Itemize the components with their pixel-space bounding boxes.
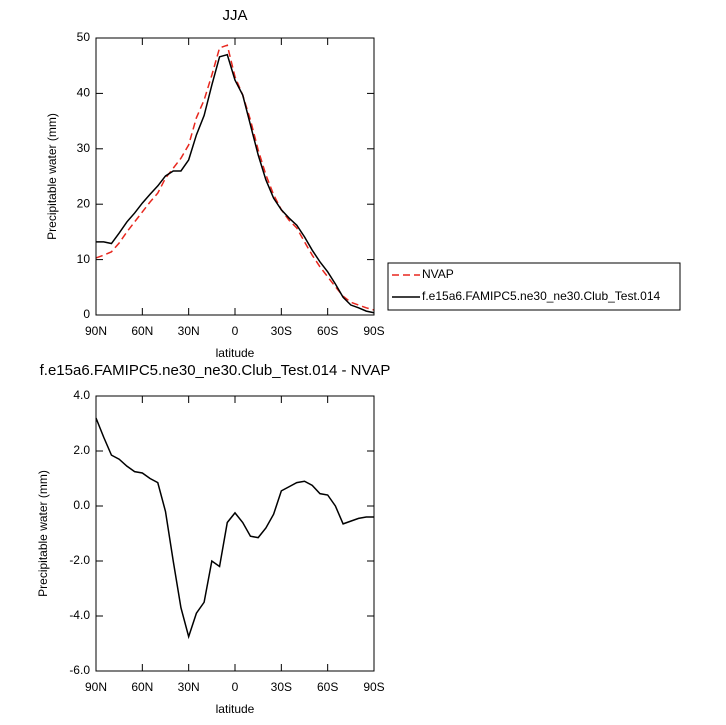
y-axis-label: Precipitable water (mm) (45, 113, 59, 240)
x-tick-label: 30S (271, 680, 292, 694)
chart-title: f.e15a6.FAMIPC5.ne30_ne30.Club_Test.014 … (40, 362, 391, 379)
x-tick-label: 60N (131, 680, 153, 694)
x-tick-label: 60N (131, 324, 153, 338)
y-tick-label: 50 (77, 30, 91, 44)
x-tick-label: 0 (232, 324, 239, 338)
x-tick-label: 90S (363, 324, 384, 338)
chart-title: JJA (222, 7, 247, 24)
y-tick-label: 30 (77, 141, 91, 155)
y-tick-label: 0.0 (73, 498, 90, 512)
x-tick-label: 90S (363, 680, 384, 694)
plot-frame (95, 395, 375, 672)
y-tick-label: 0 (83, 307, 90, 321)
y-tick-label: -2.0 (69, 553, 90, 567)
x-tick-label: 90N (85, 680, 107, 694)
legend-label: f.e15a6.FAMIPC5.ne30_ne30.Club_Test.014 (422, 289, 660, 303)
y-tick-label: -4.0 (69, 608, 90, 622)
x-axis-label: latitude (216, 702, 255, 716)
x-tick-label: 90N (85, 324, 107, 338)
x-tick-label: 0 (232, 680, 239, 694)
data-line (95, 417, 374, 640)
x-tick-label: 60S (317, 680, 338, 694)
data-line (95, 44, 375, 311)
y-tick-label: 40 (77, 86, 91, 100)
y-tick-label: 10 (77, 252, 91, 266)
y-tick-label: 20 (77, 196, 91, 210)
x-tick-label: 30N (178, 324, 200, 338)
y-axis-label: Precipitable water (mm) (36, 470, 50, 597)
legend-label: NVAP (422, 267, 454, 281)
x-tick-label: 30S (271, 324, 292, 338)
x-tick-label: 30N (178, 680, 200, 694)
x-tick-label: 60S (317, 324, 338, 338)
legend-box (387, 262, 681, 311)
y-tick-label: 4.0 (73, 388, 90, 402)
data-line (96, 53, 375, 314)
plot-frame (95, 37, 375, 316)
y-tick-label: 2.0 (73, 443, 90, 457)
x-axis-label: latitude (216, 346, 255, 360)
y-tick-label: -6.0 (69, 663, 90, 677)
